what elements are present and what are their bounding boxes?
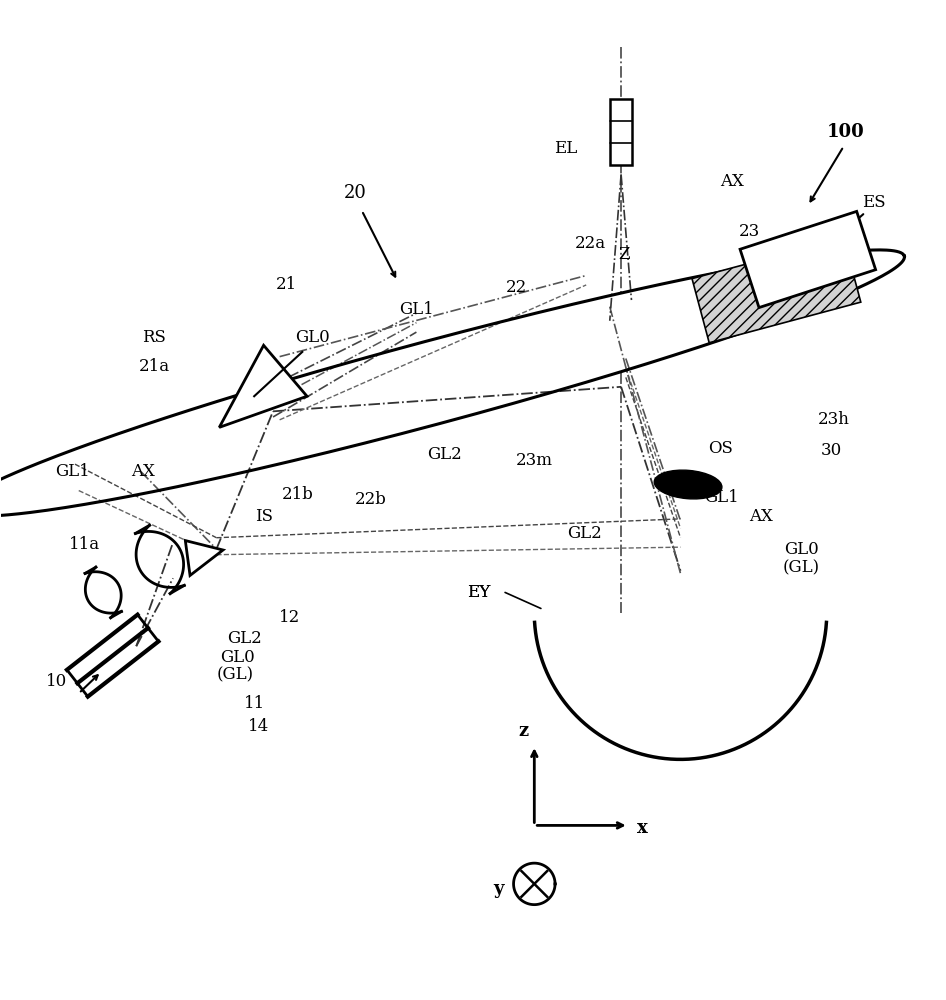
Text: 14: 14 (248, 718, 270, 735)
Text: OS: OS (708, 440, 732, 457)
Text: 21a: 21a (139, 358, 169, 375)
Text: GL1: GL1 (704, 489, 739, 506)
Text: z: z (517, 722, 528, 740)
Text: 22b: 22b (355, 491, 387, 508)
Polygon shape (185, 541, 223, 575)
Text: ES: ES (862, 194, 885, 211)
Ellipse shape (655, 470, 722, 499)
Polygon shape (219, 345, 307, 427)
Polygon shape (692, 238, 861, 343)
Text: 21b: 21b (282, 486, 313, 503)
Text: Z: Z (618, 246, 630, 263)
Text: IS: IS (254, 508, 272, 525)
Text: 11a: 11a (69, 536, 100, 553)
Text: 10: 10 (45, 673, 67, 690)
Text: AX: AX (131, 463, 155, 480)
Text: GL1: GL1 (55, 463, 90, 480)
Text: (GL): (GL) (217, 666, 254, 683)
Text: GL0: GL0 (295, 329, 330, 346)
Text: 21: 21 (275, 276, 297, 293)
Text: 23: 23 (739, 223, 760, 240)
Text: GL0: GL0 (219, 649, 254, 666)
Text: x: x (638, 819, 648, 837)
Text: GL1: GL1 (399, 301, 434, 318)
Text: EL: EL (553, 140, 577, 157)
Text: 11: 11 (243, 695, 265, 712)
Text: 30: 30 (821, 442, 842, 459)
Polygon shape (740, 211, 876, 308)
Text: 100: 100 (827, 123, 865, 141)
Text: EY: EY (467, 584, 490, 601)
Text: (GL): (GL) (782, 559, 820, 576)
Text: GL2: GL2 (567, 525, 602, 542)
Text: 20: 20 (343, 184, 366, 202)
Text: GL2: GL2 (227, 630, 262, 647)
Text: 23h: 23h (817, 411, 850, 428)
Polygon shape (0, 250, 904, 516)
Text: 12: 12 (278, 609, 300, 626)
Text: 22a: 22a (574, 235, 605, 252)
Text: RS: RS (142, 329, 166, 346)
Text: AX: AX (721, 173, 745, 190)
Text: y: y (493, 880, 503, 898)
Text: GL0: GL0 (784, 541, 818, 558)
Text: EY: EY (467, 584, 490, 601)
Text: AX: AX (748, 508, 773, 525)
Text: 23m: 23m (516, 452, 552, 469)
Text: GL2: GL2 (428, 446, 462, 463)
Text: 22: 22 (506, 279, 527, 296)
Bar (610, 99, 633, 165)
